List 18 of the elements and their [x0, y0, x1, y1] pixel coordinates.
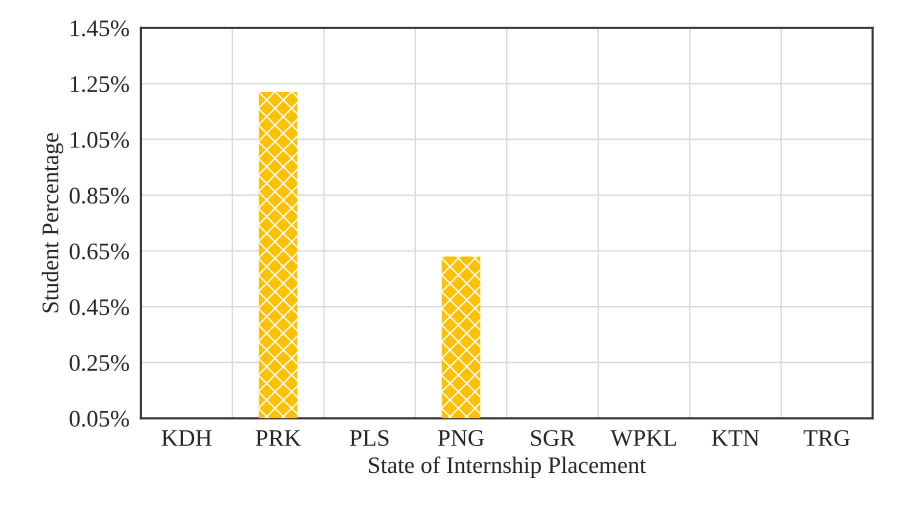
y-tick-label: 1.45% [70, 20, 129, 36]
x-tick-label: SGR [531, 430, 576, 446]
y-tick-label: 1.05% [70, 132, 129, 148]
y-axis-title: Student Percentage [42, 133, 64, 312]
x-tick-label: PLS [350, 430, 388, 446]
x-tick-label: PNG [438, 430, 484, 446]
x-tick-label: PRK [256, 430, 301, 446]
x-axis-title: State of Internship Placement [369, 456, 646, 478]
y-tick-label: 0.25% [70, 354, 129, 372]
y-tick-label: 0.85% [70, 188, 129, 204]
x-tick-label: KDH [162, 430, 212, 446]
y-tick-label: 0.05% [70, 410, 129, 427]
x-tick-label: WPKL [610, 430, 676, 446]
x-tick-label: KTN [712, 430, 760, 446]
y-tick-label: 0.45% [70, 299, 129, 316]
x-tick-label: TRG [804, 430, 850, 446]
y-tick-label: 1.25% [70, 76, 129, 92]
y-tick-label: 0.65% [70, 243, 129, 260]
